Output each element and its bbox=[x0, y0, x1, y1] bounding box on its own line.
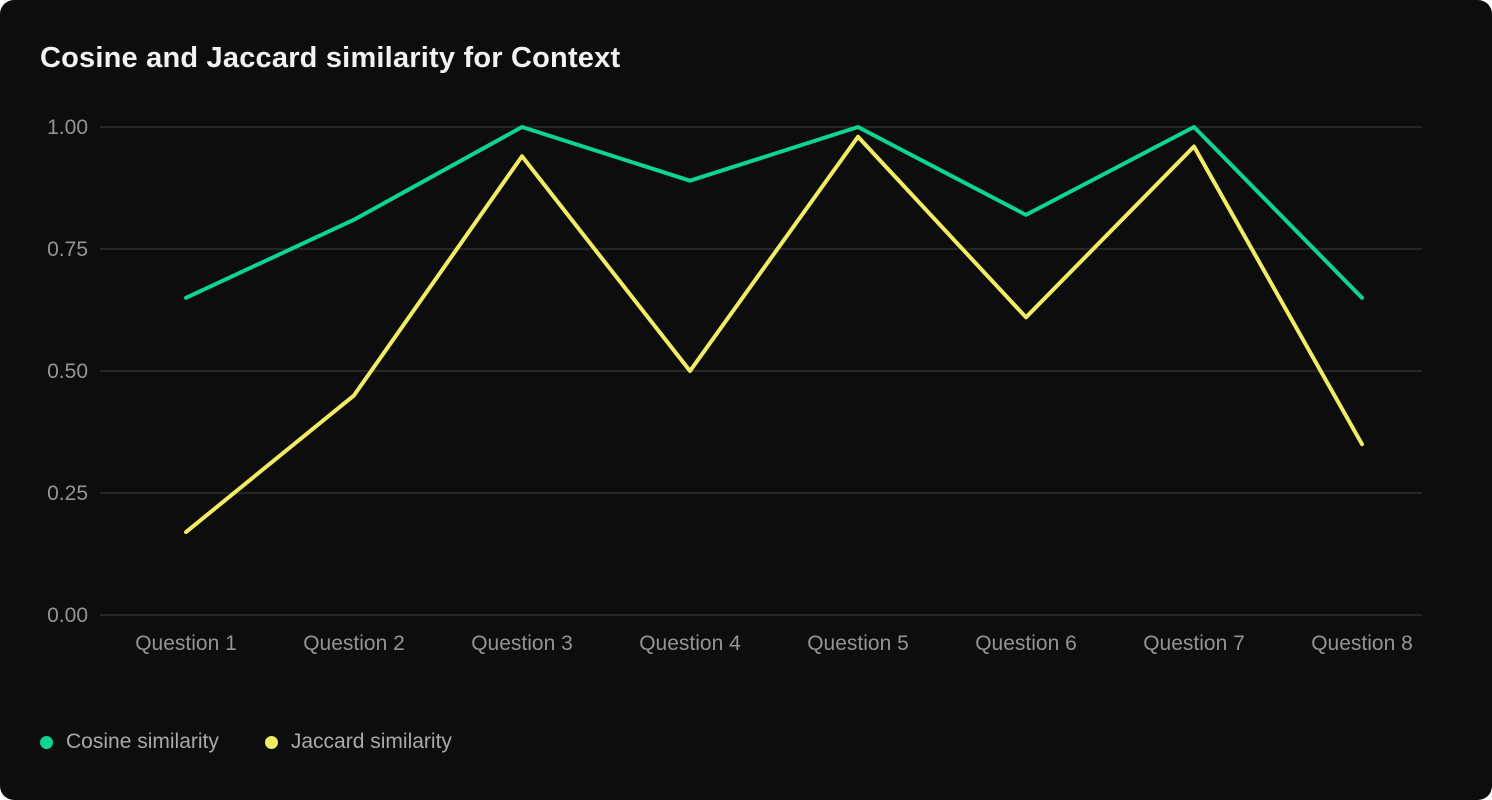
chart-title: Cosine and Jaccard similarity for Contex… bbox=[40, 42, 621, 74]
series-line-cosine-similarity bbox=[184, 125, 1364, 300]
y-tick-label: 0.50 bbox=[47, 360, 88, 383]
y-tick-label: 1.00 bbox=[47, 116, 88, 139]
x-tick-label: Question 6 bbox=[975, 632, 1077, 655]
y-tick-label: 0.25 bbox=[47, 482, 88, 505]
x-tick-label: Question 7 bbox=[1143, 632, 1245, 655]
legend-item-cosine-similarity[interactable]: Cosine similarity bbox=[40, 730, 219, 754]
x-tick-label: Question 5 bbox=[807, 632, 909, 655]
series-line-jaccard-similarity bbox=[184, 134, 1364, 535]
legend-swatch-cosine-icon bbox=[40, 735, 53, 749]
x-tick-label: Question 2 bbox=[303, 632, 405, 655]
legend-item-jaccard-similarity[interactable]: Jaccard similarity bbox=[264, 730, 452, 754]
x-tick-label: Question 3 bbox=[471, 632, 573, 655]
y-tick-label: 0.75 bbox=[47, 238, 88, 261]
legend-swatch-jaccard-icon bbox=[264, 735, 278, 749]
legend-label-cosine-similarity: Cosine similarity bbox=[66, 730, 219, 753]
x-tick-label: Question 4 bbox=[639, 632, 741, 655]
legend-label-jaccard-similarity: Jaccard similarity bbox=[290, 730, 452, 753]
y-tick-label: 0.00 bbox=[47, 604, 88, 627]
chart-legend: Cosine similarity Jaccard similarity bbox=[40, 730, 452, 754]
x-tick-label: Question 1 bbox=[135, 632, 237, 655]
x-tick-label: Question 8 bbox=[1311, 632, 1413, 655]
